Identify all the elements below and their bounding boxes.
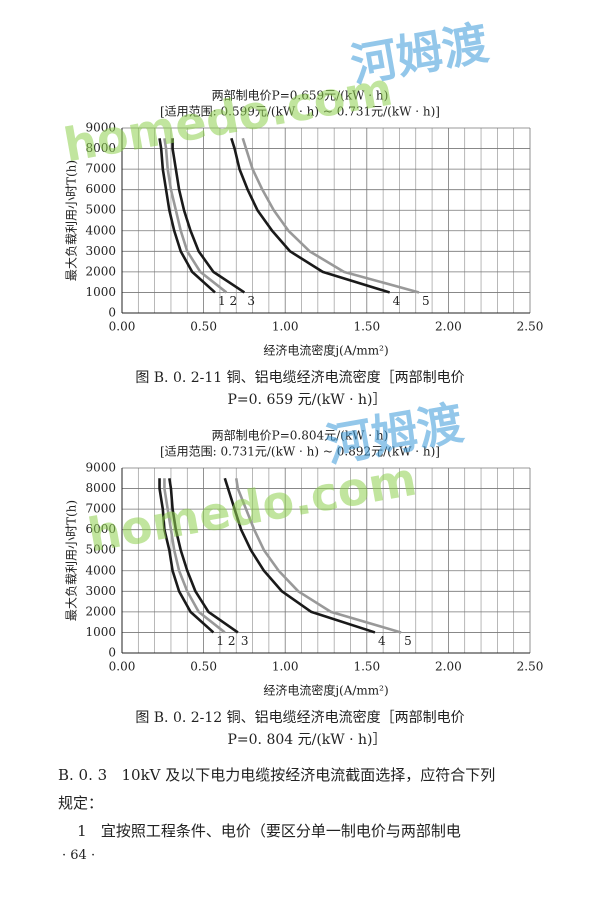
curve [223,477,376,634]
x-axis-title: 经济电流密度j(A/mm²) [263,683,388,698]
y-tick-label: 1000 [85,625,116,639]
y-tick-label: 2000 [85,604,116,618]
y-tick-label: 5000 [85,203,116,217]
curve-label: 3 [241,634,249,648]
page-number: · 64 · [62,848,96,863]
x-tick-label: 1.50 [353,320,380,334]
y-tick-label: 7000 [85,502,116,516]
curve-label: 2 [228,634,236,648]
y-tick-label: 6000 [85,522,116,536]
y-tick-label: 7000 [85,162,116,176]
curve-label: 2 [229,294,237,308]
curve [230,137,391,294]
y-tick-label: 9000 [85,121,116,135]
chart: 两部制电价P=0.659元/(kW · h) [适用范围: 0.599元/(kW … [65,88,544,409]
y-tick-label: 4000 [85,223,116,237]
y-tick-label: 3000 [85,244,116,258]
caption: P=0. 804 元/(kW · h)］ [227,732,386,748]
curve-label: 4 [393,294,401,308]
chart: 两部制电价P=0.804元/(kW · h) [适用范围: 0.731元/(kW … [65,428,544,749]
body-line: 1 宜按照工程条件、电价（要区分单一制电价与两部制电 [58,822,461,840]
y-axis-title: 最大负载利用小时T(h) [65,160,79,281]
chart-title: 两部制电价P=0.804元/(kW · h) [212,428,389,443]
curve-label: 3 [247,294,255,308]
curve-label: 4 [378,634,386,648]
caption: 图 B. 0. 2-11 铜、铝电缆经济电流密度［两部制电价 [135,369,464,386]
caption: P=0. 659 元/(kW · h)］ [227,392,386,408]
chart-subtitle: [适用范围: 0.731元/(kW · h) ~ 0.892元/(kW · h)… [160,445,440,459]
curve [241,137,420,294]
y-tick-label: 6000 [85,182,116,196]
x-tick-label: 0.00 [109,320,136,334]
y-tick-label: 8000 [85,141,116,155]
x-tick-label: 1.00 [272,320,299,334]
x-tick-label: 0.00 [109,660,136,674]
y-axis-title: 最大负载利用小时T(h) [65,500,79,621]
curve [234,478,402,634]
x-tick-label: 2.50 [517,660,544,674]
curve-label: 5 [422,294,430,308]
curve [168,478,239,634]
curve-label: 1 [216,634,224,648]
curve [158,478,215,634]
x-tick-label: 2.50 [517,320,544,334]
curve-label: 5 [404,634,412,648]
body-line: 规定： [58,794,104,812]
x-axis-title: 经济电流密度j(A/mm²) [263,343,388,358]
y-tick-label: 5000 [85,543,116,557]
x-tick-label: 0.50 [190,660,217,674]
x-tick-label: 0.50 [190,320,217,334]
curve [163,138,228,294]
chart-subtitle: [适用范围: 0.599元/(kW · h) ~ 0.731元/(kW · h)… [160,105,440,119]
curve [158,138,216,294]
y-tick-label: 8000 [85,481,116,495]
chart-title: 两部制电价P=0.659元/(kW · h) [212,88,389,103]
curve-label: 1 [218,294,226,308]
y-tick-label: 9000 [85,461,116,475]
x-tick-label: 2.00 [435,660,462,674]
y-tick-label: 3000 [85,584,116,598]
y-tick-label: 2000 [85,264,116,278]
caption: 图 B. 0. 2-12 铜、铝电缆经济电流密度［两部制电价 [135,709,464,726]
y-tick-label: 0 [108,306,116,320]
y-tick-label: 0 [108,646,116,660]
x-tick-label: 1.00 [272,660,299,674]
x-tick-label: 1.50 [353,660,380,674]
y-tick-label: 1000 [85,285,116,299]
curve [163,478,226,634]
curve [171,138,246,294]
y-tick-label: 4000 [85,563,116,577]
x-tick-label: 2.00 [435,320,462,334]
body-line: B. 0. 3 10kV 及以下电力电缆按经济电流截面选择，应符合下列 [58,766,496,784]
